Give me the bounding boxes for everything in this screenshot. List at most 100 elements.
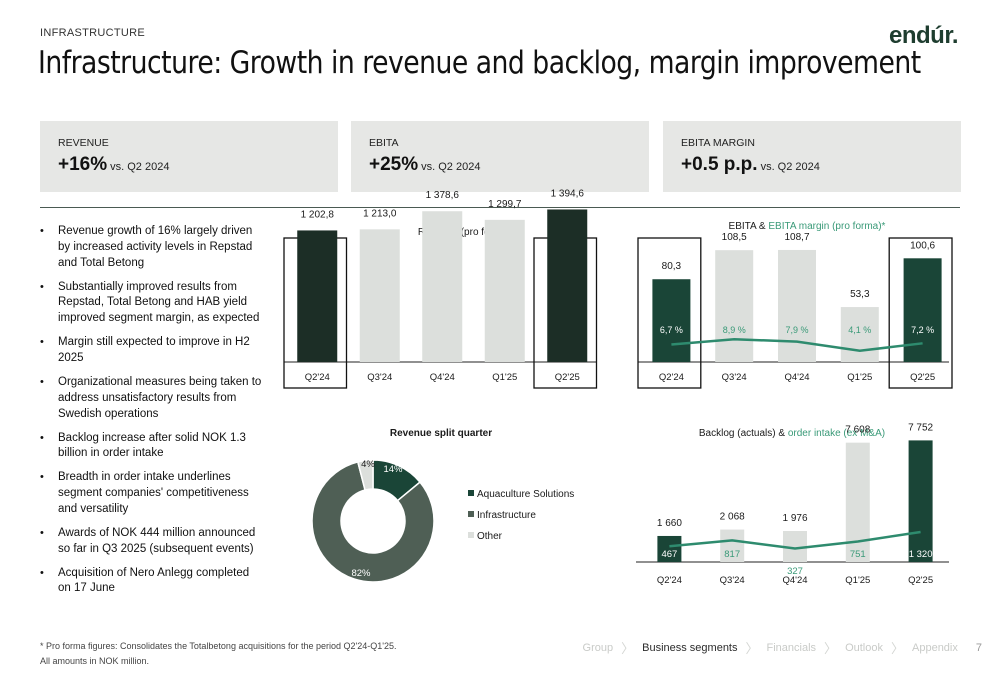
bar-value-label: 53,3 — [850, 289, 870, 300]
chart-title-part: EBITA — [729, 221, 757, 232]
bar-value-label: 7 608 — [845, 425, 870, 436]
section-divider — [40, 207, 960, 208]
order-intake-label: 751 — [850, 549, 866, 560]
legend-swatch — [468, 511, 474, 517]
bullet-item: • Acquisition of Nero Anlegg completed on… — [40, 566, 262, 598]
legend-swatch — [468, 490, 474, 496]
kpi-revenue: REVENUE +16% vs. Q2 2024 — [40, 121, 338, 192]
section-nav: Group 〉 Business segments 〉 Financials 〉… — [577, 638, 982, 657]
slice-label: 14% — [383, 464, 403, 475]
nav-separator-icon: 〉 — [621, 641, 635, 656]
bar-value-label: 1 394,6 — [551, 188, 585, 199]
slice-label: 4% — [361, 459, 375, 470]
highlight-frame — [888, 237, 953, 389]
x-tick-label: Q2'24 — [305, 372, 330, 383]
legend-label: Infrastructure — [477, 510, 536, 521]
x-tick-label: Q3'24 — [367, 372, 392, 383]
ebita-bar — [840, 307, 879, 362]
revenue-bar — [297, 230, 338, 362]
bullet-item: • Revenue growth of 16% largely driven by… — [40, 224, 262, 271]
nav-item-outlook[interactable]: Outlook — [845, 641, 883, 654]
x-tick-label: Q2'24 — [657, 575, 682, 586]
x-tick-label: Q2'24 — [659, 372, 684, 383]
bar-value-label: 1 378,6 — [426, 190, 460, 201]
kpi-ebita-value: +25% — [369, 154, 419, 175]
bullet-text: Breadth in order intake underlines segme… — [58, 471, 249, 515]
margin-label: 8,9 % — [723, 325, 746, 335]
company-logo: endúr. — [888, 22, 959, 49]
legend-label: Aquaculture Solutions — [477, 489, 574, 500]
bullet-text: Backlog increase after solid NOK 1.3 bil… — [58, 431, 246, 460]
bar-value-label: 7 752 — [908, 422, 933, 433]
nav-item-group[interactable]: Group — [582, 641, 614, 654]
kpi-ebita-sub: vs. Q2 2024 — [421, 161, 481, 173]
bullet-item: • Backlog increase after solid NOK 1.3 bi… — [40, 431, 262, 463]
ebita-bar — [778, 249, 816, 362]
chart-title-part: EBITA margin (pro forma)* — [768, 221, 885, 232]
kpi-ebita: EBITA +25% vs. Q2 2024 — [351, 121, 649, 192]
ebita-bar — [903, 258, 942, 362]
bullet-marker: • — [40, 375, 44, 388]
backlog-bar — [908, 440, 933, 562]
x-tick-label: Q3'24 — [720, 575, 745, 586]
x-tick-label: Q4'24 — [430, 372, 455, 383]
footnote-line-1: * Pro forma figures: Consolidates the To… — [40, 641, 397, 651]
order-intake-label: 1 320 — [909, 549, 933, 560]
bar-value-label: 80,3 — [662, 261, 682, 272]
revenue-bar — [422, 211, 463, 362]
bullet-marker: • — [40, 280, 44, 293]
bar-value-label: 1 976 — [782, 513, 807, 524]
nav-item-appendix[interactable]: Appendix — [912, 641, 958, 654]
highlight-frame — [637, 237, 702, 389]
kpi-ebita-margin: EBITA MARGIN +0.5 p.p. vs. Q2 2024 — [663, 121, 961, 192]
x-tick-label: Q3'24 — [722, 372, 747, 383]
bar-value-label: 1 660 — [657, 518, 682, 529]
chart-title-part: & — [756, 221, 768, 232]
bullet-text: Awards of NOK 444 million announced so f… — [58, 526, 256, 555]
chart-title: Backlog (actuals) & order intake (ex M&A… — [699, 428, 885, 439]
x-tick-label: Q4'24 — [782, 575, 807, 586]
x-tick-label: Q2'25 — [910, 372, 935, 383]
bullet-marker: • — [40, 225, 44, 237]
bar-value-label: 108,7 — [784, 232, 809, 243]
bullet-text: Substantially improved results from Reps… — [58, 280, 260, 325]
margin-line — [671, 337, 923, 353]
revenue-bar — [359, 229, 400, 362]
ebita-bar — [652, 279, 691, 362]
bar-value-label: 1 213,0 — [363, 208, 397, 219]
backlog-bar — [720, 529, 745, 562]
margin-label: 6,7 % — [660, 325, 683, 335]
margin-label: 7,2 % — [911, 325, 934, 335]
chart-title: EBITA & EBITA margin (pro forma)* — [729, 221, 886, 232]
bar-value-label: 1 299,7 — [488, 199, 522, 210]
bullet-marker: • — [40, 336, 44, 349]
bullet-text: Acquisition of Nero Anlegg completed on … — [58, 566, 250, 595]
nav-item-business-segments[interactable]: Business segments — [642, 641, 738, 654]
footnote-line-2: All amounts in NOK million. — [40, 656, 150, 666]
x-tick-label: Q2'25 — [908, 575, 933, 586]
chart-title-part: Backlog (actuals) — [699, 428, 776, 439]
bullet-item: • Margin still expected to improve in H2 … — [40, 335, 262, 367]
bullet-item: • Substantially improved results from Rep… — [40, 280, 262, 327]
order-intake-line — [669, 530, 921, 550]
bar-value-label: 108,5 — [722, 232, 747, 243]
ebita-bar — [715, 250, 754, 362]
x-tick-label: Q1'25 — [847, 372, 872, 383]
bullet-marker: • — [40, 566, 44, 579]
bullet-marker: • — [40, 526, 44, 539]
bullet-text: Margin still expected to improve in H2 2… — [58, 336, 250, 364]
kpi-margin-value: +0.5 p.p. — [681, 154, 758, 175]
nav-item-financials[interactable]: Financials — [766, 641, 817, 654]
kpi-ebita-label: EBITA — [369, 137, 399, 149]
kpi-revenue-value: +16% — [58, 154, 108, 175]
bullet-item: • Awards of NOK 444 million announced so … — [40, 526, 262, 558]
margin-label: 7,9 % — [785, 325, 808, 335]
donut-slice — [311, 461, 435, 583]
bullet-item: • Organizational measures being taken to … — [40, 375, 262, 422]
bullet-list: • Revenue growth of 16% largely driven by… — [40, 224, 262, 605]
x-tick-label: Q1'25 — [845, 575, 870, 586]
legend-label: Other — [477, 531, 503, 542]
page-title: Infrastructure: Growth in revenue and ba… — [38, 45, 921, 81]
backlog-bar — [657, 535, 682, 562]
